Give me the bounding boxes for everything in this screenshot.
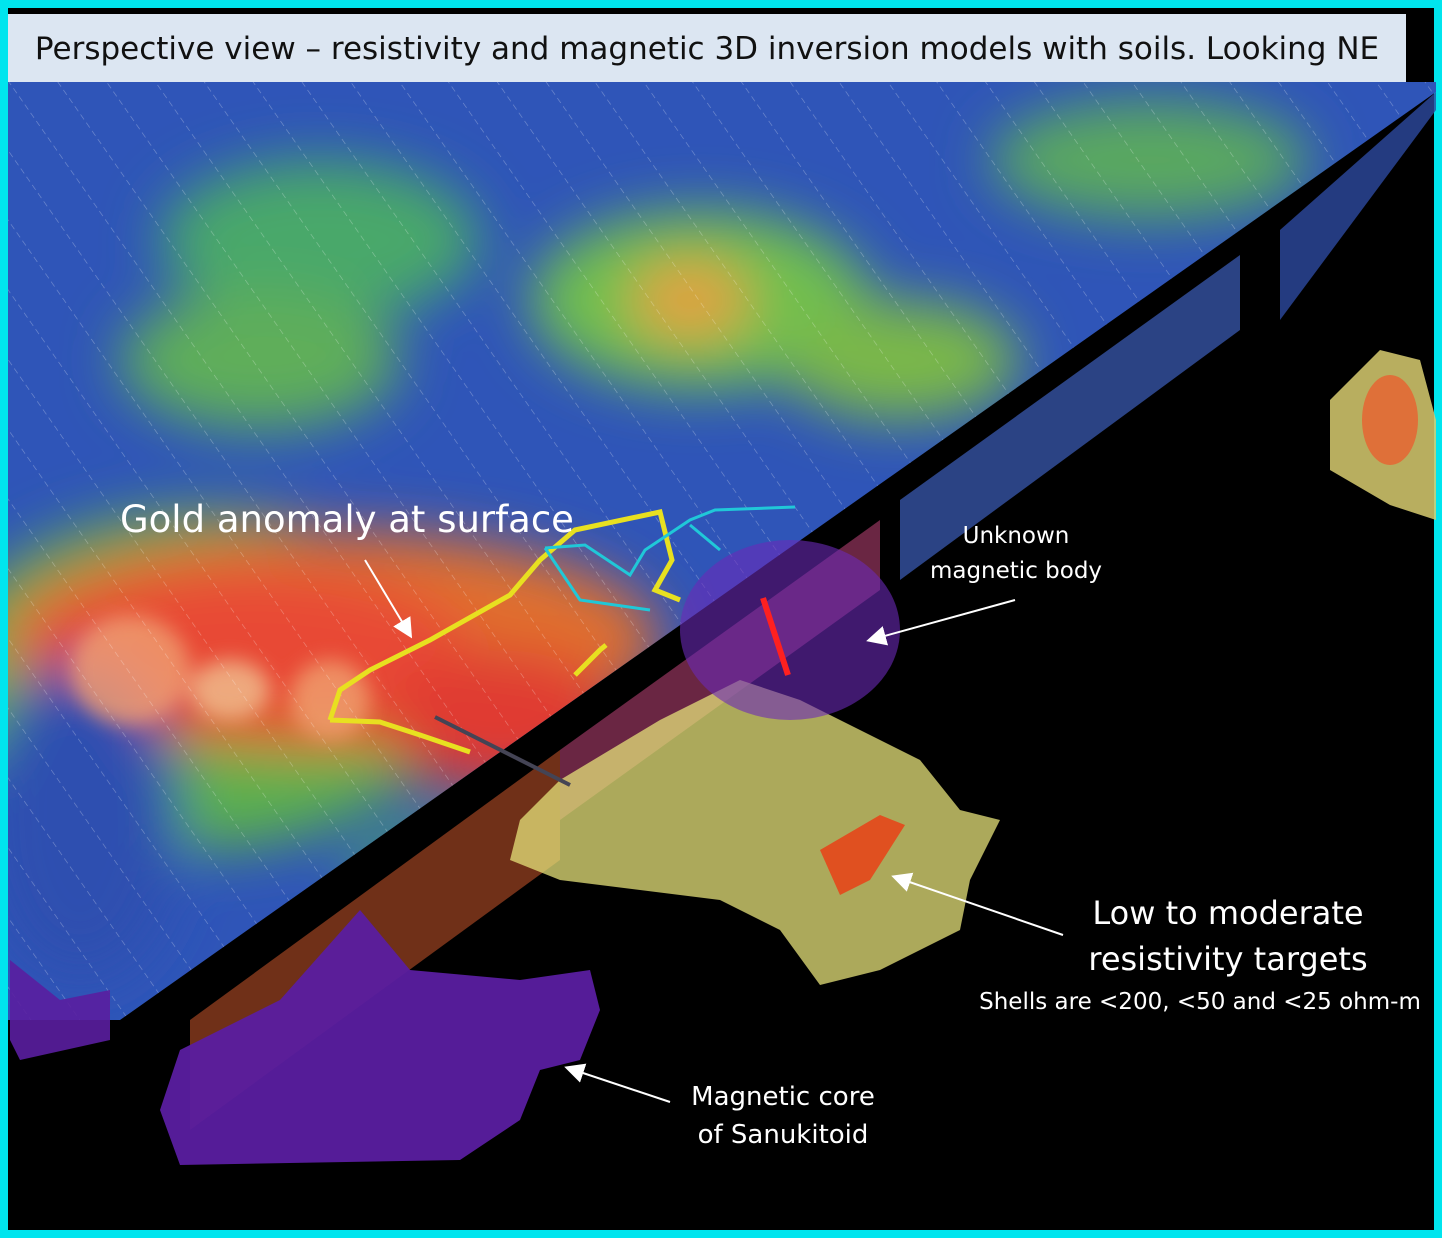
title: Perspective view – resistivity and magne…: [35, 31, 1379, 67]
section-panel: [900, 255, 1240, 580]
gold-label: Gold anomaly at surface: [120, 498, 574, 541]
magnetic-core: [160, 910, 600, 1165]
gold-contour: [573, 643, 608, 677]
magnetic-core-label: of Sanukitoid: [698, 1120, 869, 1150]
drill-hole: [760, 597, 791, 676]
resistivity-label: Low to moderate: [1092, 894, 1363, 932]
magnetic-body: [10, 960, 110, 1060]
section-panel: [1280, 92, 1436, 320]
drill-hole: [434, 715, 571, 787]
resistivity-shell: [510, 680, 1000, 985]
arrow: [564, 1063, 671, 1103]
magnetic-core-label: Magnetic core: [691, 1082, 875, 1112]
magnetic-body-label: Unknown: [963, 523, 1070, 549]
soil-contour: [543, 505, 796, 612]
arrow: [364, 559, 413, 639]
resistivity-core: [1362, 375, 1418, 465]
title-box: [8, 14, 1406, 82]
magnetic-body: [680, 540, 900, 720]
resistivity-label: resistivity targets: [1088, 940, 1367, 978]
resistivity-core: [820, 815, 905, 895]
arrow: [866, 599, 1016, 646]
gold-contour: [327, 509, 681, 755]
magnetic-body-label: magnetic body: [930, 558, 1102, 584]
arrow: [891, 872, 1064, 936]
shells-note: Shells are <200, <50 and <25 ohm-m: [979, 989, 1421, 1015]
